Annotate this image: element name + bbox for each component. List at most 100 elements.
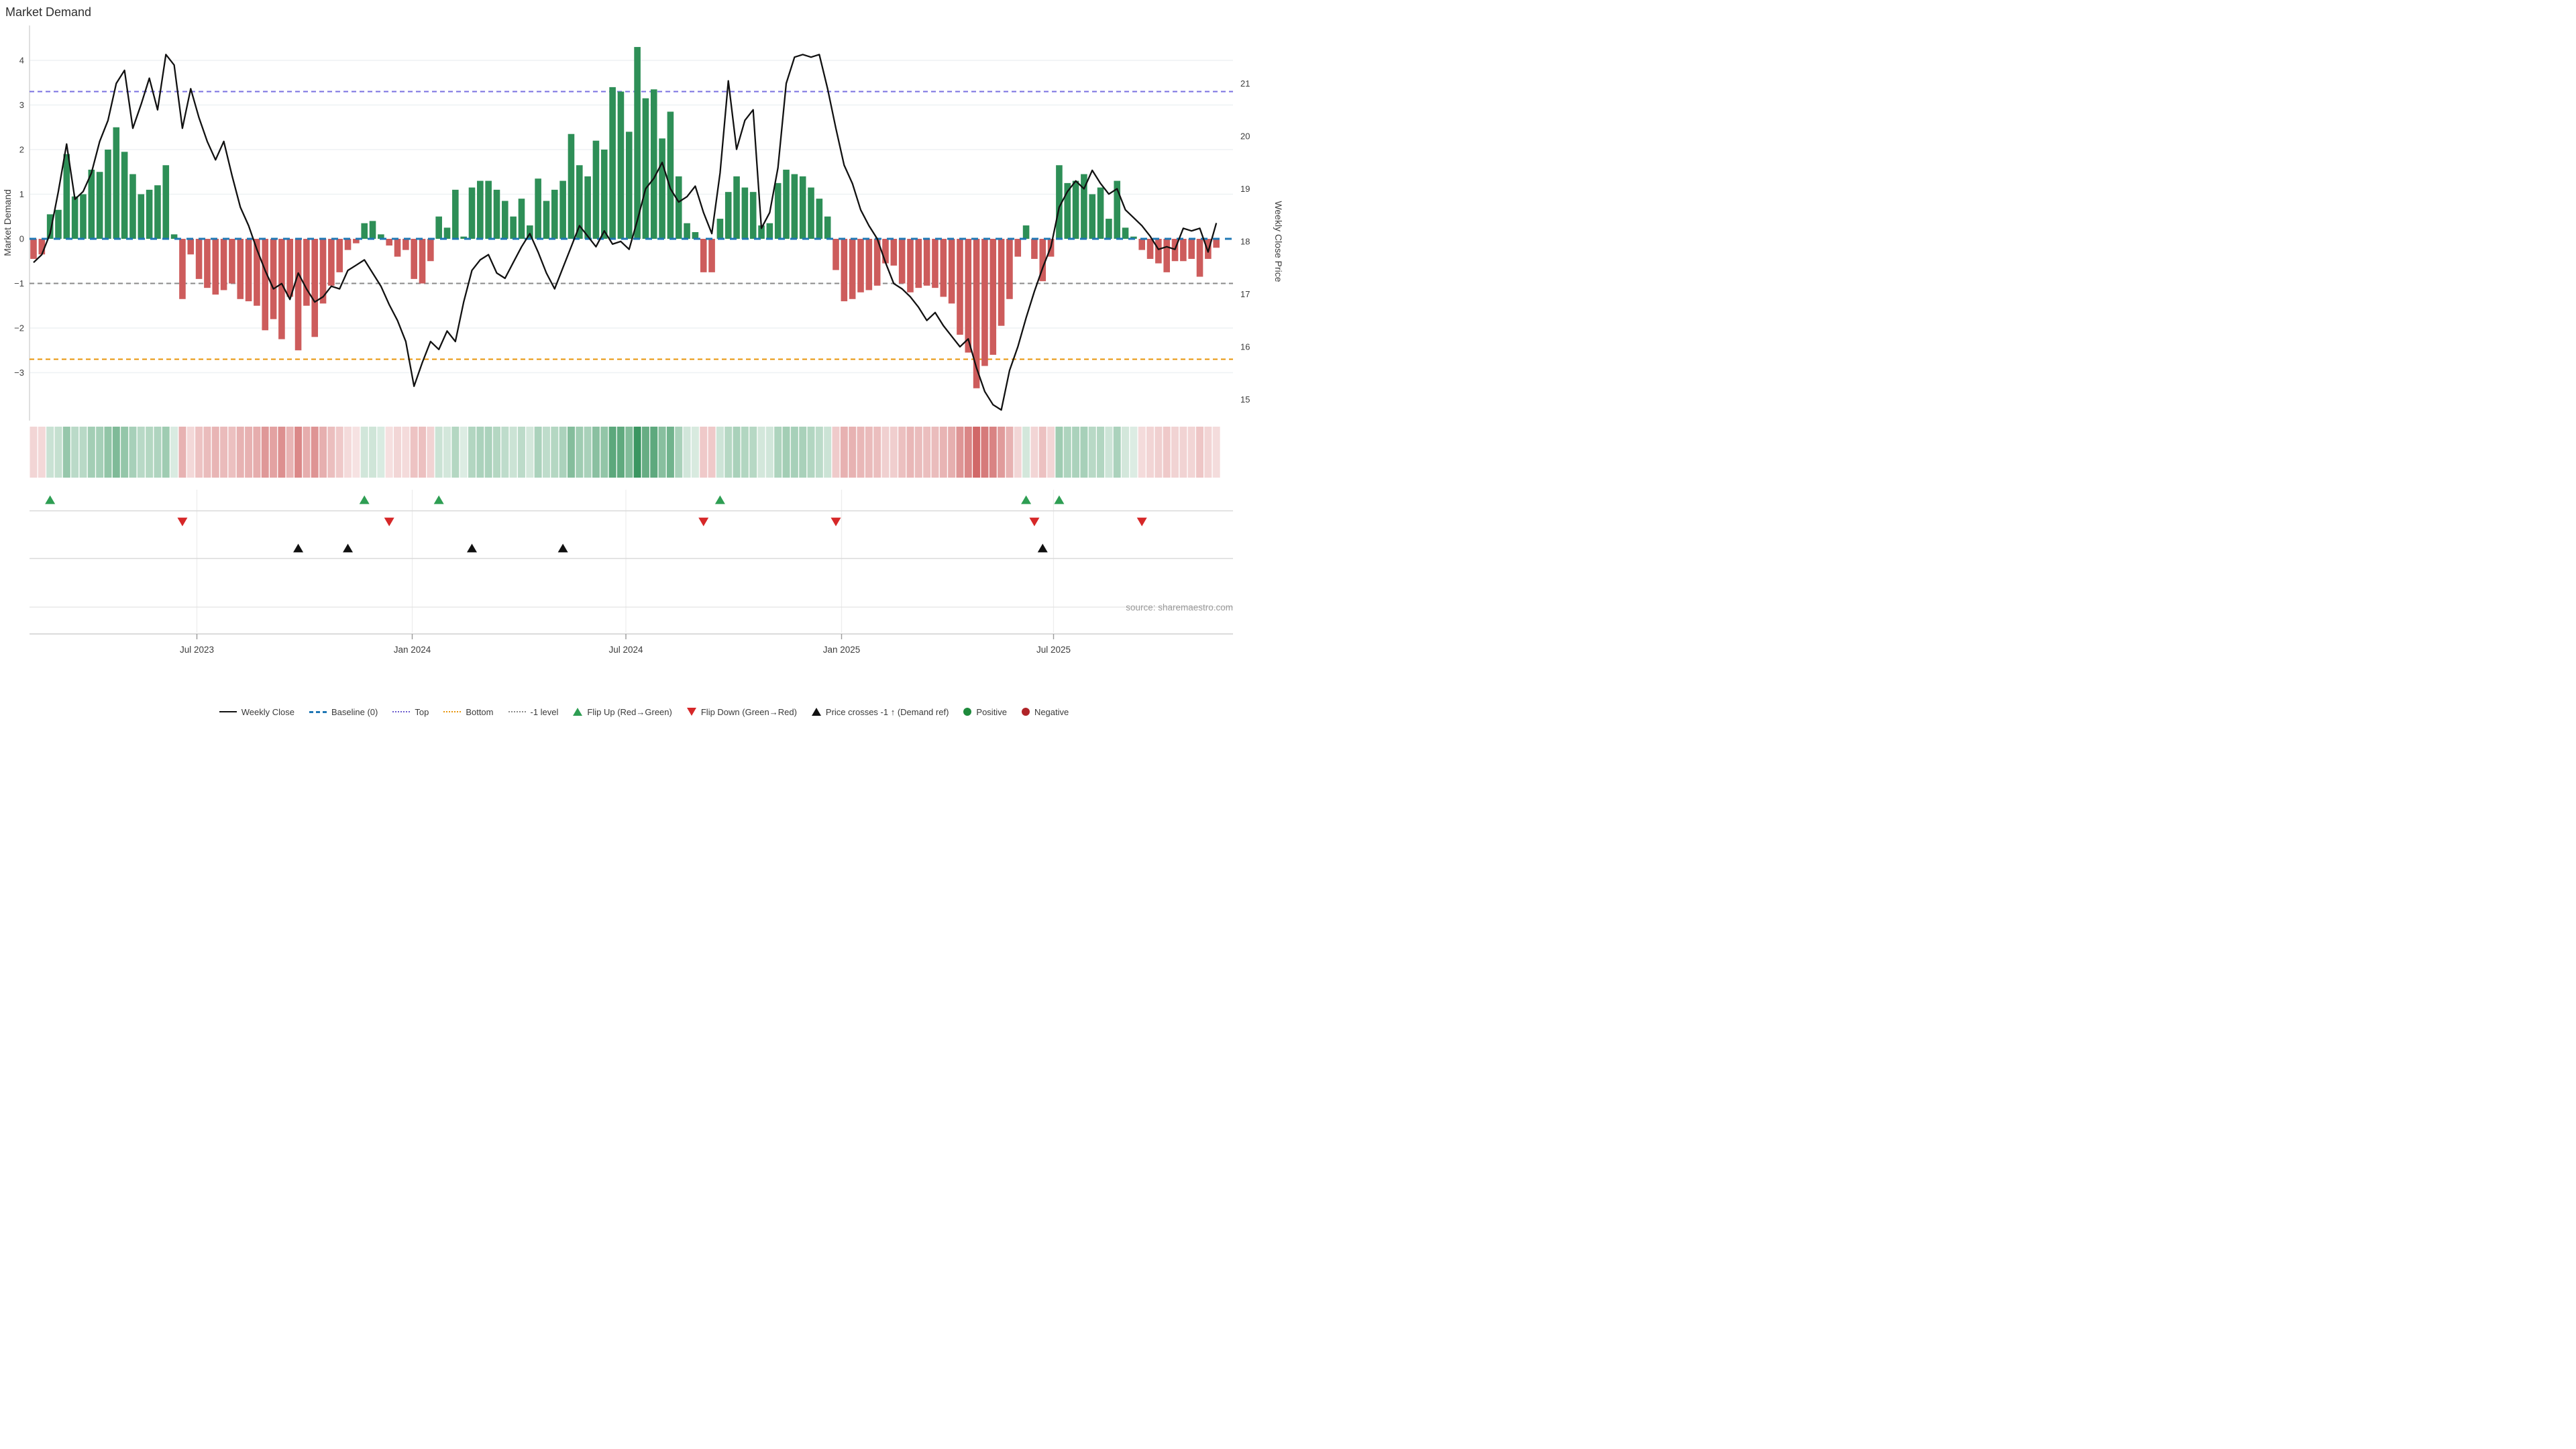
heatmap-cell (170, 427, 178, 478)
legend-label: Price crosses -1 ↑ (Demand ref) (825, 706, 949, 717)
demand-bar (129, 174, 136, 239)
demand-bar (965, 239, 972, 353)
demand-bar (394, 239, 401, 257)
demand-bar (1081, 174, 1087, 239)
right-axis-title: Weekly Close Price (1273, 201, 1284, 282)
heatmap-cell (724, 427, 733, 478)
demand-bar (88, 169, 95, 239)
heatmap-cell (600, 427, 608, 478)
demand-bar (659, 138, 665, 239)
demand-bar (220, 239, 227, 290)
flip-down-marker (1029, 517, 1040, 527)
demand-bar (667, 111, 674, 239)
heatmap-cell (691, 427, 699, 478)
legend-item-8[interactable]: Positive (963, 707, 1007, 717)
heatmap-cell (468, 427, 476, 478)
heatmap-cell (492, 427, 500, 478)
heatmap-cell (931, 427, 939, 478)
heatmap-cell (939, 427, 947, 478)
heatmap-cell (419, 427, 427, 478)
demand-bar (154, 185, 161, 239)
demand-bar (179, 239, 186, 299)
heatmap-cell (154, 427, 162, 478)
demand-bar (378, 234, 384, 239)
demand-bar (592, 140, 600, 239)
demand-bar (617, 91, 625, 239)
heatmap-cell (534, 427, 542, 478)
demand-bar (187, 239, 195, 255)
demand-bar (841, 239, 848, 302)
heatmap-cell (973, 427, 981, 478)
demand-bar (1188, 239, 1195, 259)
legend-tri-down-icon (686, 708, 696, 716)
demand-bar (898, 239, 906, 284)
heatmap-cell (1212, 427, 1220, 478)
heatmap-cell (303, 427, 311, 478)
demand-bar (642, 98, 649, 239)
legend-dot-icon (443, 711, 462, 712)
legend-item-9[interactable]: Negative (1021, 707, 1069, 717)
demand-bar (708, 239, 715, 272)
demand-bar (1089, 194, 1096, 239)
demand-bar (1097, 187, 1104, 239)
heatmap-cell (1204, 427, 1212, 478)
flip-up-marker (1021, 495, 1032, 504)
legend-item-5[interactable]: Flip Up (Red→Green) (573, 707, 672, 717)
demand-bar (527, 225, 533, 239)
demand-bar (584, 176, 591, 239)
demand-bar (684, 223, 690, 239)
demand-bar (998, 239, 1005, 326)
demand-bar (162, 165, 170, 239)
right-axis-tick-label: 16 (1240, 341, 1250, 352)
demand-bar (212, 239, 219, 295)
demand-bar (774, 182, 782, 239)
legend-item-3[interactable]: Bottom (443, 707, 494, 717)
flip-up-marker (359, 495, 370, 504)
left-axis-title: Market Demand (2, 189, 13, 256)
demand-bar (452, 189, 459, 239)
legend-item-0[interactable]: Weekly Close (219, 707, 294, 717)
heatmap-cell (203, 427, 211, 478)
heatmap-cell (733, 427, 741, 478)
demand-bar (724, 192, 732, 239)
legend-item-7[interactable]: Price crosses -1 ↑ (Demand ref) (811, 706, 949, 717)
legend-item-6[interactable]: Flip Down (Green→Red) (686, 707, 797, 717)
demand-bar (419, 239, 426, 284)
heatmap-cell (633, 427, 641, 478)
heatmap-cell (1187, 427, 1195, 478)
heatmap-cell (567, 427, 575, 478)
demand-bar (915, 239, 922, 288)
heatmap-cell (542, 427, 550, 478)
heatmap-cell (1163, 427, 1171, 478)
legend-item-2[interactable]: Top (392, 707, 429, 717)
demand-bar (460, 236, 467, 239)
demand-bar (485, 180, 492, 239)
demand-bar (245, 239, 252, 302)
heatmap-cell (576, 427, 584, 478)
legend-item-4[interactable]: -1 level (508, 707, 558, 717)
demand-bar (71, 196, 78, 239)
heatmap-cell (914, 427, 922, 478)
demand-bar (849, 239, 856, 299)
demand-bar (361, 223, 368, 239)
demand-bar (865, 239, 873, 290)
demand-bar (328, 239, 335, 286)
demand-bar (435, 216, 442, 239)
price-cross-marker (1037, 543, 1048, 553)
demand-bar (1106, 219, 1112, 239)
heatmap-cell (1072, 427, 1080, 478)
legend-item-1[interactable]: Baseline (0) (309, 707, 378, 717)
demand-bar (55, 209, 62, 239)
heatmap-cell (840, 427, 848, 478)
demand-bar (386, 239, 392, 246)
demand-bar (1014, 239, 1022, 257)
demand-bar (468, 187, 476, 239)
demand-bar (932, 239, 938, 288)
heatmap-cell (824, 427, 832, 478)
demand-bar (1205, 239, 1212, 259)
demand-bar (286, 239, 294, 297)
demand-bar (1056, 165, 1063, 239)
price-cross-marker (293, 543, 304, 553)
demand-bar (30, 239, 37, 259)
x-axis-tick-label: Jul 2024 (608, 645, 643, 655)
